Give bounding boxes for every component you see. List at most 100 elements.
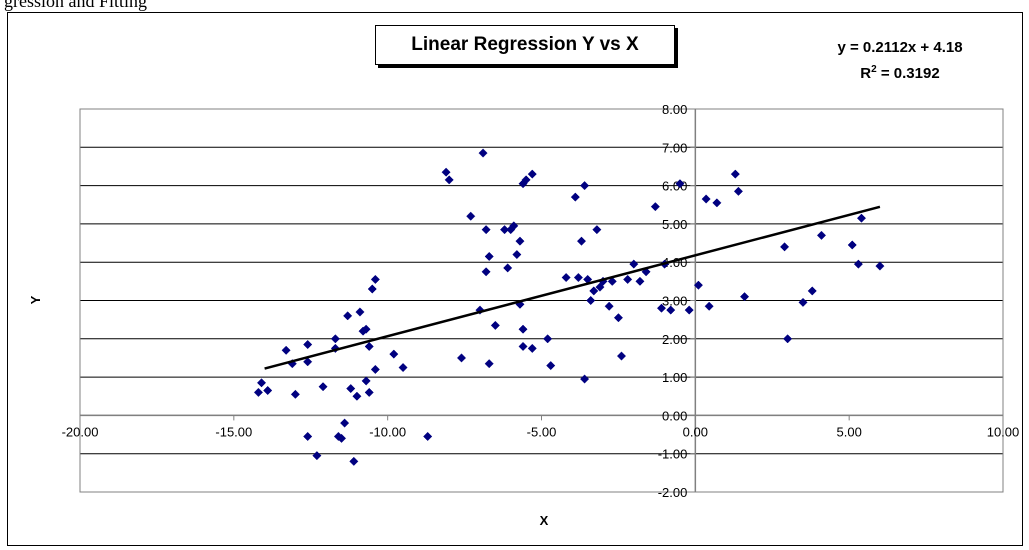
data-point-89: [733, 186, 743, 196]
data-point-67: [592, 225, 602, 235]
x-tick-label: 10.00: [987, 424, 1020, 439]
data-point-31: [423, 431, 433, 442]
data-point-14: [336, 433, 347, 443]
data-point-16: [343, 311, 353, 321]
data-point-29: [389, 349, 399, 359]
data-point-98: [856, 213, 867, 223]
data-point-6: [303, 357, 313, 367]
y-tick-label: 1.00: [662, 370, 687, 385]
data-point-43: [500, 225, 510, 235]
y-tick-label: 3.00: [662, 294, 687, 309]
data-point-82: [675, 179, 685, 189]
x-tick-label: -5.00: [527, 424, 557, 439]
data-point-77: [641, 267, 651, 277]
data-point-70: [604, 301, 614, 311]
data-point-62: [580, 181, 590, 191]
y-tick-label: 7.00: [662, 140, 687, 155]
x-tick-label: 5.00: [837, 424, 862, 439]
trendline: [264, 205, 881, 370]
data-point-33: [444, 175, 454, 185]
data-point-48: [515, 236, 525, 246]
data-point-73: [616, 351, 627, 361]
data-point-60: [573, 272, 583, 283]
data-point-19: [352, 391, 362, 401]
data-point-91: [780, 242, 790, 252]
data-point-47: [512, 249, 522, 260]
data-point-51: [518, 341, 528, 352]
data-point-12: [330, 334, 340, 344]
r-squared-exponent: 2: [871, 64, 877, 75]
data-point-0: [253, 387, 264, 397]
data-point-94: [807, 286, 817, 296]
data-point-42: [490, 320, 500, 330]
y-tick-label: 2.00: [662, 332, 687, 347]
data-point-86: [704, 301, 714, 311]
data-point-99: [875, 261, 885, 271]
x-tick-label: 0.00: [683, 424, 708, 439]
data-point-17: [346, 384, 356, 394]
page-caption: gression and Fitting: [4, 0, 147, 11]
data-point-76: [635, 276, 645, 286]
data-point-96: [847, 240, 857, 250]
y-tick-label: -2.00: [658, 485, 688, 500]
y-axis-label: Y: [28, 295, 43, 304]
plot-area: [79, 108, 1004, 493]
y-tick-label: -1.00: [658, 447, 688, 462]
trendline-equation: y = 0.2112x + 4.18 R2 = 0.3192: [800, 37, 1000, 85]
data-point-61: [576, 236, 587, 246]
data-point-23: [361, 376, 371, 386]
data-point-87: [712, 198, 722, 208]
x-tick-label: -10.00: [369, 424, 406, 439]
data-point-3: [281, 345, 291, 355]
data-point-10: [318, 382, 328, 392]
data-point-28: [370, 364, 380, 374]
data-point-37: [478, 148, 488, 158]
data-point-38: [481, 267, 491, 277]
data-point-5: [290, 389, 300, 399]
data-point-71: [607, 276, 617, 286]
chart-frame: [7, 12, 1023, 546]
data-point-78: [650, 202, 660, 212]
y-tick-labels: -2.00-1.000.001.002.003.004.005.006.007.…: [658, 102, 696, 500]
r-squared-value: = 0.3192: [876, 65, 940, 82]
data-point-75: [629, 259, 639, 269]
data-point-1: [256, 378, 267, 388]
data-point-54: [527, 169, 537, 179]
data-point-30: [398, 362, 408, 373]
equation-text: y = 0.2112x + 4.18: [837, 39, 963, 56]
data-point-97: [853, 259, 863, 269]
data-point-63: [580, 374, 590, 384]
y-tick-label: 0.00: [662, 408, 687, 423]
data-point-85: [701, 194, 711, 204]
data-point-92: [783, 334, 793, 344]
y-tick-label: 8.00: [662, 102, 687, 117]
x-tick-label: -15.00: [215, 424, 252, 439]
data-point-34: [456, 353, 467, 363]
data-point-7: [303, 339, 313, 350]
data-point-95: [816, 230, 827, 240]
data-point-40: [484, 251, 494, 262]
data-point-18: [349, 456, 359, 466]
y-tick-label: 6.00: [662, 179, 687, 194]
data-point-27: [370, 274, 380, 284]
data-points: [253, 148, 885, 466]
r-squared-symbol: R: [860, 65, 872, 82]
data-point-26: [367, 284, 377, 294]
data-point-93: [798, 297, 808, 307]
data-point-8: [303, 431, 313, 442]
data-point-81: [666, 305, 676, 315]
data-point-58: [561, 272, 571, 283]
data-point-24: [364, 341, 374, 352]
x-axis-label: X: [540, 513, 549, 528]
chart-title: Linear Regression Y vs X: [375, 25, 675, 65]
x-tick-labels: -20.00 -15.00 -10.00 -5.00 0.00 5.00 10.00: [62, 415, 1020, 439]
data-point-83: [684, 305, 694, 315]
data-point-15: [340, 418, 350, 428]
data-point-66: [589, 286, 599, 296]
data-point-84: [693, 280, 703, 290]
data-point-46: [509, 221, 519, 231]
data-point-41: [484, 359, 494, 369]
y-tick-label: 5.00: [662, 217, 687, 232]
data-point-57: [546, 361, 556, 371]
